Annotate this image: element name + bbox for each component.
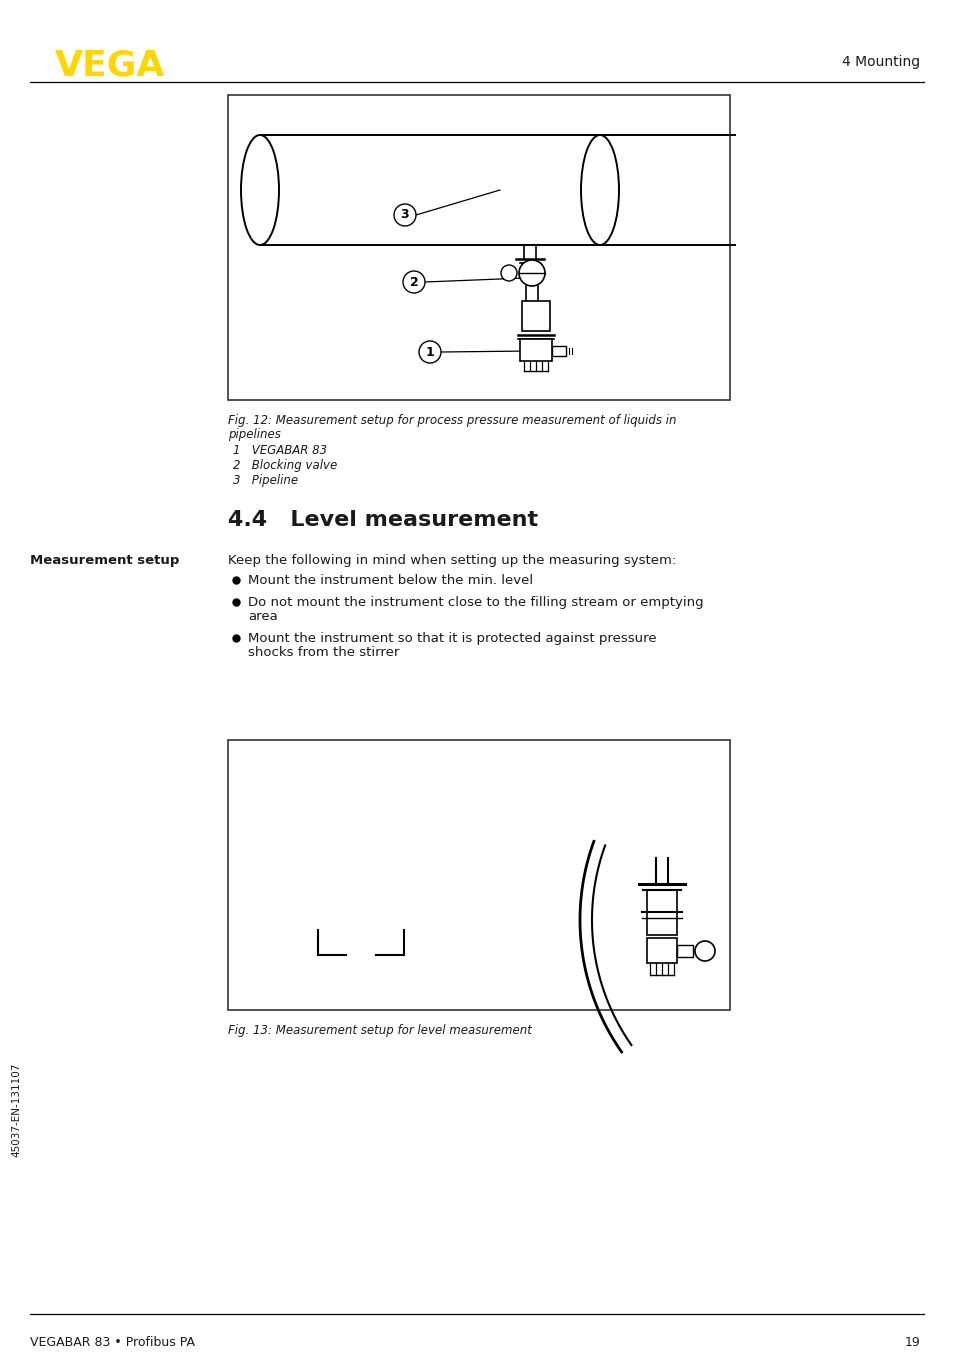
Text: pipelines: pipelines [228, 428, 280, 441]
Circle shape [695, 941, 714, 961]
Text: 1: 1 [425, 345, 434, 359]
Text: Mount the instrument so that it is protected against pressure: Mount the instrument so that it is prote… [248, 632, 656, 645]
Text: Fig. 12: Measurement setup for process pressure measurement of liquids in: Fig. 12: Measurement setup for process p… [228, 414, 676, 427]
Text: Mount the instrument below the min. level: Mount the instrument below the min. leve… [248, 574, 533, 588]
Ellipse shape [241, 135, 278, 245]
Circle shape [402, 271, 424, 292]
Text: 1   VEGABAR 83: 1 VEGABAR 83 [233, 444, 327, 458]
Bar [228, 95, 729, 399]
Circle shape [394, 204, 416, 226]
Bar [646, 890, 677, 936]
Ellipse shape [580, 135, 618, 245]
Text: 3   Pipeline: 3 Pipeline [233, 474, 297, 487]
Text: VEGA: VEGA [55, 47, 165, 83]
Text: 4 Mounting: 4 Mounting [841, 56, 919, 69]
Text: VEGABAR 83 • Profibus PA: VEGABAR 83 • Profibus PA [30, 1336, 194, 1349]
Text: Fig. 13: Measurement setup for level measurement: Fig. 13: Measurement setup for level mea… [228, 1024, 532, 1037]
Text: 2   Blocking valve: 2 Blocking valve [233, 459, 337, 473]
Bar [677, 945, 692, 957]
Text: area: area [248, 611, 277, 623]
Text: 45037-EN-131107: 45037-EN-131107 [11, 1063, 21, 1158]
Circle shape [518, 260, 544, 286]
Circle shape [418, 341, 440, 363]
Bar [519, 338, 552, 362]
Text: 19: 19 [903, 1336, 919, 1349]
Bar [228, 741, 729, 1010]
Bar [552, 347, 565, 356]
Text: shocks from the stirrer: shocks from the stirrer [248, 646, 399, 659]
Text: Do not mount the instrument close to the filling stream or emptying: Do not mount the instrument close to the… [248, 596, 703, 609]
Bar [646, 938, 677, 963]
Text: 2: 2 [409, 275, 418, 288]
Circle shape [500, 265, 517, 282]
Text: Measurement setup: Measurement setup [30, 554, 179, 567]
Text: Keep the following in mind when setting up the measuring system:: Keep the following in mind when setting … [228, 554, 676, 567]
Bar [521, 301, 550, 330]
Text: 4.4   Level measurement: 4.4 Level measurement [228, 510, 537, 529]
Text: 3: 3 [400, 209, 409, 222]
